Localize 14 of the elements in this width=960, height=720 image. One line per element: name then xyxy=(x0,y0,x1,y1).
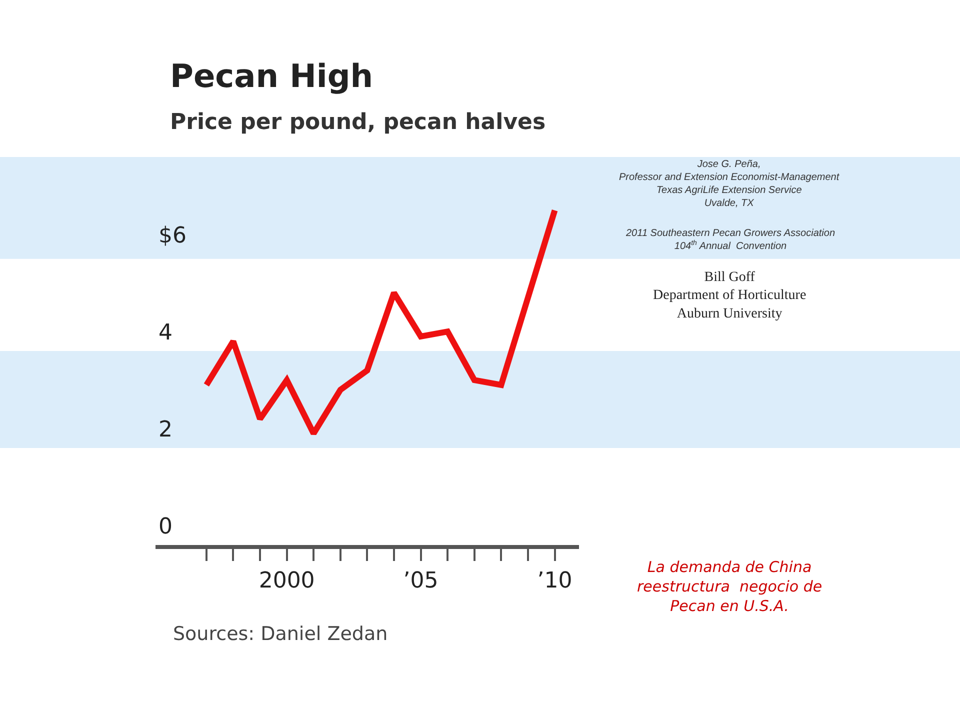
y-tick-label: 4 xyxy=(158,320,173,346)
x-tick-label: 2000 xyxy=(258,568,315,594)
text: Bill Goff Department of Horticulture Auburn University xyxy=(653,270,806,322)
text: Jose G. Peña, Professor and Extension Economist-Management Texas AgriLife Extension Service Uvalde, TX xyxy=(619,159,840,209)
y-tick-label: 0 xyxy=(158,514,173,540)
chart-title: Pecan High xyxy=(170,57,374,95)
text: La demanda de China reestructura negocio de Pecan en U.S.A. xyxy=(637,558,822,615)
x-tick-label: ’10 xyxy=(537,568,572,594)
y-tick-label: $6 xyxy=(158,223,187,248)
source-note: Sources: Daniel Zedan xyxy=(173,623,388,645)
y-tick-label: 2 xyxy=(158,417,173,442)
x-tick-label: ’05 xyxy=(403,568,438,594)
chart-subtitle: Price per pound, pecan halves xyxy=(170,110,546,135)
text: 2011 Southeastern Pecan Growers Association 104$^{th}$ Annual Convention xyxy=(625,228,836,252)
